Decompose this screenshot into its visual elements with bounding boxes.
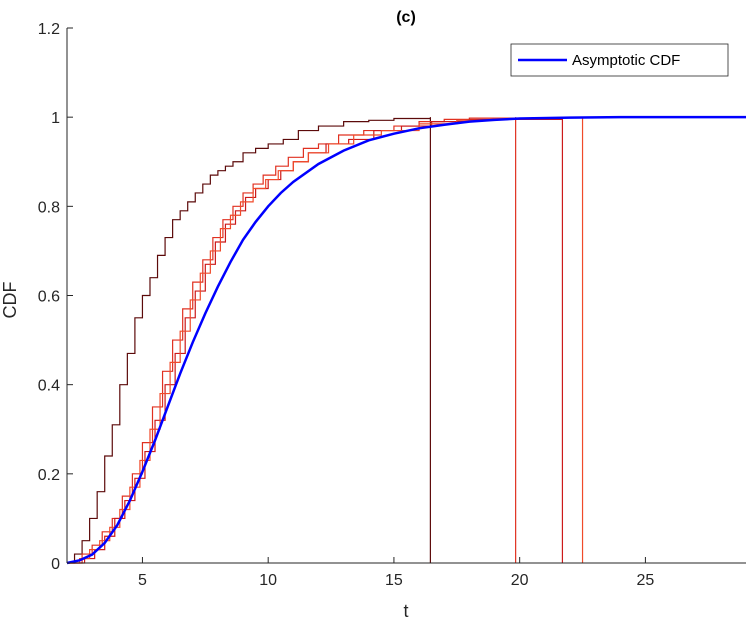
series-empirical-cdf-1	[67, 117, 431, 564]
plot-area: 0 0.2 0.4 0.6 0.8 1 1.2 5 10 15 20 25	[38, 21, 746, 589]
y-tick-label: 0.4	[38, 378, 60, 395]
y-axis-label: CDF	[0, 282, 20, 319]
y-tick-label: 0.2	[38, 467, 60, 484]
x-tick-label: 15	[385, 572, 403, 589]
y-tick-label: 1.2	[38, 21, 60, 38]
y-tick-label: 0.6	[38, 289, 60, 306]
legend: Asymptotic CDF	[510, 43, 729, 77]
series-asymptotic-cdf	[66, 115, 746, 565]
x-axis-label: t	[403, 601, 408, 621]
x-tick-label: 10	[259, 572, 277, 589]
legend-entry-asymptotic-cdf: Asymptotic CDF	[572, 52, 680, 69]
y-tick-label: 1	[51, 110, 60, 127]
series-layer	[66, 115, 746, 565]
axes-layer: 0 0.2 0.4 0.6 0.8 1 1.2 5 10 15 20 25	[38, 21, 746, 589]
y-tick-label: 0	[51, 556, 60, 573]
x-tick-label: 5	[138, 572, 147, 589]
y-tick-label: 0.8	[38, 199, 60, 216]
x-tick-label: 20	[511, 572, 529, 589]
x-tick-label: 25	[637, 572, 655, 589]
plot-background	[67, 28, 746, 563]
chart-title: (c)	[396, 9, 416, 26]
